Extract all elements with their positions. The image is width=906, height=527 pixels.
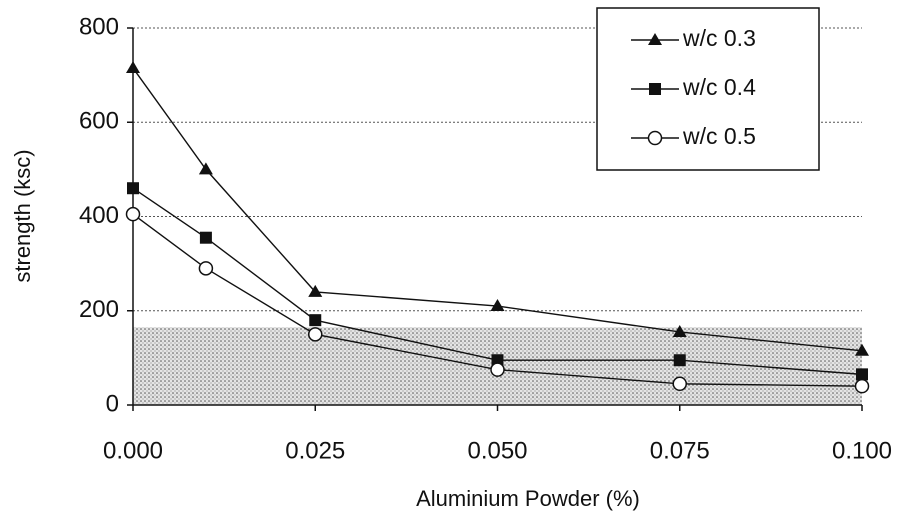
marker-triangle (490, 299, 505, 312)
marker-square (127, 182, 139, 195)
series-line (132, 67, 863, 352)
y-tick-label: 800 (79, 13, 119, 40)
marker-triangle (126, 61, 140, 74)
x-tick-label: 0.050 (467, 437, 527, 464)
y-axis-title: strength (ksc) (10, 149, 35, 282)
legend-marker (648, 33, 662, 45)
series-line (132, 187, 863, 376)
marker-circle (125, 206, 141, 222)
legend: w/c 0.3 w/c 0.4 w/c 0.5 (596, 7, 820, 171)
x-tick-label: 0.075 (650, 437, 710, 464)
x-tick-label: 0.100 (832, 437, 892, 464)
marker-triangle (308, 284, 323, 297)
y-tick-label: 200 (79, 296, 119, 323)
marker-square (856, 368, 868, 381)
marker-triangle (672, 324, 687, 337)
y-tick-label: 600 (79, 108, 119, 135)
legend-label: w/c 0.3 (682, 25, 756, 51)
marker-circle (198, 261, 214, 276)
series-line (132, 213, 863, 387)
legend-marker (647, 130, 663, 146)
x-tick-label: 0.025 (285, 437, 345, 464)
x-axis-title: Aluminium Powder (%) (416, 486, 640, 511)
y-tick-label: 400 (79, 202, 119, 229)
marker-square (309, 314, 322, 327)
marker-square (199, 231, 212, 244)
y-tick-label: 0 (106, 390, 119, 417)
marker-circle (490, 362, 505, 377)
marker-circle (854, 378, 870, 394)
marker-triangle (198, 162, 213, 175)
marker-square (673, 354, 686, 367)
marker-triangle (855, 343, 869, 356)
legend-label: w/c 0.5 (682, 123, 756, 149)
marker-circle (308, 327, 323, 342)
legend-marker (649, 83, 661, 95)
x-tick-label: 0.000 (103, 437, 163, 464)
legend-label: w/c 0.4 (682, 74, 756, 100)
marker-circle (672, 376, 687, 392)
